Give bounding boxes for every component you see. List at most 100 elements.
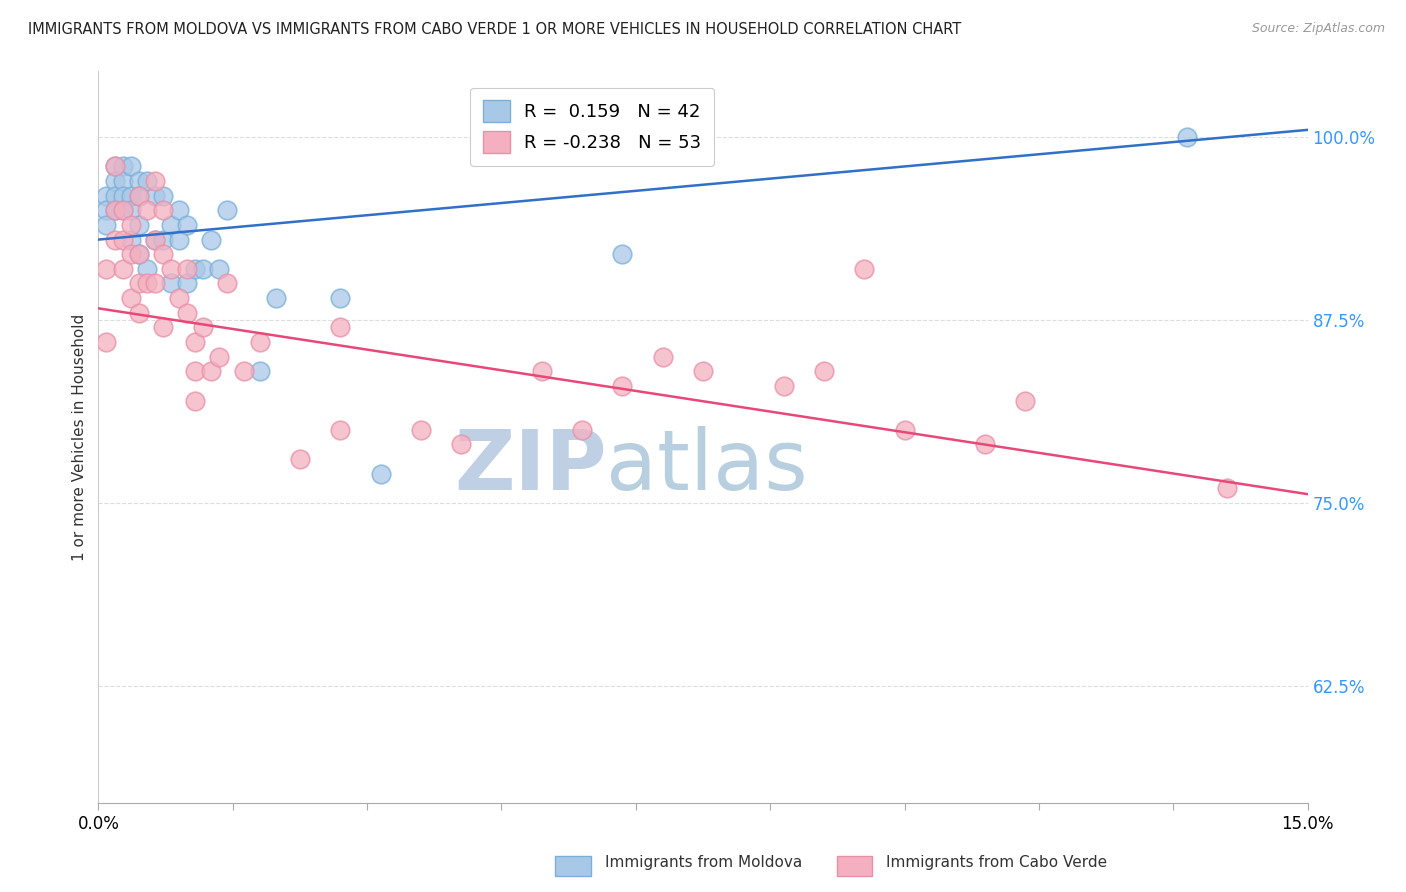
Point xyxy=(120,188,142,202)
Point xyxy=(152,188,174,202)
Point xyxy=(184,393,207,408)
Point xyxy=(152,233,174,247)
Point xyxy=(692,364,714,378)
Point xyxy=(167,291,190,305)
Point xyxy=(103,174,125,188)
Point xyxy=(612,247,634,261)
Point xyxy=(111,233,134,247)
Point xyxy=(193,320,215,334)
Point xyxy=(772,379,794,393)
Point xyxy=(176,277,198,291)
Point xyxy=(217,203,239,218)
Point xyxy=(128,247,150,261)
Point xyxy=(111,261,134,276)
Point xyxy=(813,364,835,378)
Point xyxy=(530,364,553,378)
Point xyxy=(853,261,876,276)
Point xyxy=(893,423,915,437)
Point xyxy=(329,423,352,437)
Point xyxy=(217,277,239,291)
Text: ZIP: ZIP xyxy=(454,425,606,507)
Point xyxy=(143,277,166,291)
Point xyxy=(128,247,150,261)
Point xyxy=(103,160,125,174)
Point xyxy=(370,467,392,481)
Point xyxy=(167,203,190,218)
Point xyxy=(111,203,134,218)
Point xyxy=(176,261,198,276)
Point xyxy=(111,160,134,174)
Point xyxy=(111,174,134,188)
Point xyxy=(184,261,207,276)
Point xyxy=(128,188,150,202)
Point xyxy=(103,188,125,202)
Point xyxy=(409,423,432,437)
Point xyxy=(184,364,207,378)
Point xyxy=(651,350,673,364)
Point xyxy=(128,218,150,232)
Point xyxy=(128,277,150,291)
Point xyxy=(120,218,142,232)
Point xyxy=(152,203,174,218)
Text: Source: ZipAtlas.com: Source: ZipAtlas.com xyxy=(1251,22,1385,36)
Y-axis label: 1 or more Vehicles in Household: 1 or more Vehicles in Household xyxy=(72,313,87,561)
Point xyxy=(208,261,231,276)
Point xyxy=(264,291,287,305)
Point xyxy=(1014,393,1036,408)
Point xyxy=(96,203,118,218)
Point xyxy=(160,261,183,276)
Point xyxy=(450,437,472,451)
Point xyxy=(232,364,254,378)
Point xyxy=(96,334,118,349)
Point xyxy=(128,174,150,188)
Point xyxy=(167,233,190,247)
Point xyxy=(974,437,997,451)
Point xyxy=(160,218,183,232)
Point xyxy=(103,203,125,218)
Point xyxy=(120,233,142,247)
Point xyxy=(208,350,231,364)
Point xyxy=(96,261,118,276)
Point xyxy=(143,233,166,247)
Text: IMMIGRANTS FROM MOLDOVA VS IMMIGRANTS FROM CABO VERDE 1 OR MORE VEHICLES IN HOUS: IMMIGRANTS FROM MOLDOVA VS IMMIGRANTS FR… xyxy=(28,22,962,37)
Point xyxy=(160,277,183,291)
Text: atlas: atlas xyxy=(606,425,808,507)
Point xyxy=(152,320,174,334)
Point xyxy=(111,188,134,202)
Point xyxy=(143,174,166,188)
Point xyxy=(135,277,157,291)
Point xyxy=(184,334,207,349)
Point xyxy=(200,364,222,378)
Point xyxy=(152,247,174,261)
Point xyxy=(143,188,166,202)
Point xyxy=(329,320,352,334)
Point xyxy=(120,203,142,218)
Point xyxy=(111,203,134,218)
Point xyxy=(120,160,142,174)
Point xyxy=(128,188,150,202)
Point xyxy=(120,291,142,305)
Point xyxy=(329,291,352,305)
Point xyxy=(612,379,634,393)
Point xyxy=(96,188,118,202)
Point xyxy=(193,261,215,276)
Text: Immigrants from Cabo Verde: Immigrants from Cabo Verde xyxy=(886,855,1107,870)
Point xyxy=(135,203,157,218)
Legend: R =  0.159   N = 42, R = -0.238   N = 53: R = 0.159 N = 42, R = -0.238 N = 53 xyxy=(470,87,714,166)
Point xyxy=(176,306,198,320)
Point xyxy=(96,218,118,232)
Point xyxy=(120,247,142,261)
Point xyxy=(288,452,311,467)
Point xyxy=(103,233,125,247)
Point xyxy=(135,261,157,276)
Point xyxy=(249,364,271,378)
Point xyxy=(103,203,125,218)
Point xyxy=(1216,481,1239,495)
Text: Immigrants from Moldova: Immigrants from Moldova xyxy=(605,855,801,870)
Point xyxy=(1175,130,1198,145)
Point xyxy=(128,306,150,320)
Point xyxy=(135,174,157,188)
Point xyxy=(103,160,125,174)
Point xyxy=(143,233,166,247)
Point xyxy=(249,334,271,349)
